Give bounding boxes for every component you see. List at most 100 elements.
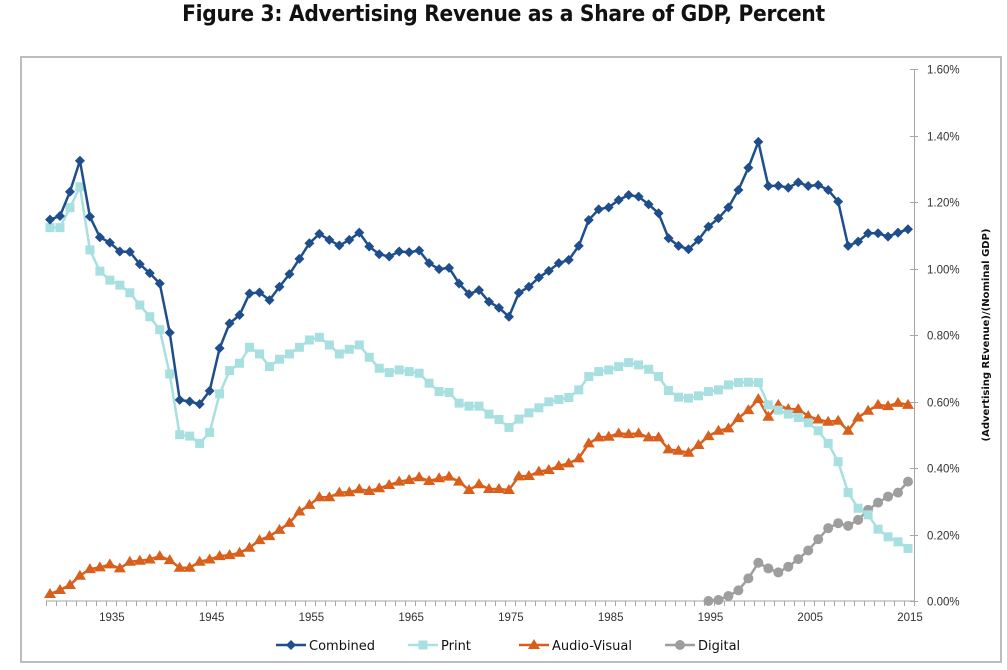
data-point-combined: [733, 185, 744, 196]
y-tick-label: 0.40%: [927, 464, 960, 476]
data-point-print: [384, 368, 394, 378]
data-point-combined: [74, 155, 85, 166]
data-point-audio-visual: [153, 550, 166, 561]
data-point-audio-visual: [273, 523, 286, 534]
x-tick-label: 1995: [698, 612, 724, 624]
data-point-print: [544, 397, 554, 407]
legend-label: Audio-Visual: [552, 639, 632, 654]
data-point-print: [75, 182, 85, 192]
data-point-audio-visual: [852, 411, 865, 422]
data-point-combined: [903, 224, 913, 235]
data-point-digital: [713, 595, 724, 606]
data-point-print: [664, 386, 674, 396]
x-tick-label: 2015: [897, 612, 923, 624]
data-point-audio-visual: [832, 414, 845, 425]
data-point-audio-visual: [373, 482, 386, 493]
data-point-audio-visual: [183, 561, 196, 572]
data-point-print: [464, 401, 474, 411]
data-point-combined: [474, 285, 484, 296]
data-point-audio-visual: [642, 431, 655, 442]
data-point-combined: [374, 249, 385, 260]
legend-item-audio-visual: Audio-Visual: [519, 639, 632, 654]
data-point-print: [584, 372, 594, 382]
data-point-print: [195, 438, 205, 448]
data-point-audio-visual: [123, 555, 136, 566]
data-point-combined: [493, 302, 504, 313]
data-point-print: [474, 401, 484, 411]
data-point-audio-visual: [692, 439, 705, 450]
data-point-audio-visual: [812, 413, 825, 424]
data-point-print: [135, 300, 145, 310]
series-combined: [45, 136, 913, 410]
data-point-print: [733, 378, 743, 388]
data-point-audio-visual: [383, 478, 396, 489]
data-point-audio-visual: [592, 431, 605, 442]
y-tick-label: 1.20%: [927, 198, 960, 210]
y-tick-label: 0.20%: [927, 531, 960, 543]
x-tick-label: 1935: [99, 612, 125, 624]
data-point-combined: [134, 259, 145, 270]
data-point-print: [155, 325, 165, 335]
data-point-combined: [503, 311, 514, 322]
data-point-audio-visual: [233, 546, 246, 557]
data-point-audio-visual: [44, 588, 56, 599]
data-point-print: [125, 288, 135, 298]
data-point-print: [594, 367, 604, 377]
data-point-audio-visual: [872, 398, 885, 409]
data-point-print: [414, 368, 424, 378]
data-point-combined: [144, 268, 155, 279]
data-point-audio-visual: [722, 422, 735, 433]
data-point-audio-visual: [842, 424, 855, 435]
data-point-combined: [384, 251, 395, 262]
data-point-print: [534, 403, 544, 413]
data-point-audio-visual: [532, 465, 545, 476]
y-tick-label: 1.60%: [927, 65, 960, 77]
y-tick-label: 1.00%: [927, 265, 960, 277]
data-point-print: [145, 312, 155, 322]
data-point-audio-visual: [702, 430, 715, 441]
data-point-print: [873, 524, 883, 534]
data-point-audio-visual: [193, 555, 206, 566]
data-point-print: [743, 377, 753, 387]
data-point-audio-visual: [552, 460, 565, 471]
data-point-combined: [623, 190, 634, 201]
data-point-print: [574, 385, 584, 395]
data-point-audio-visual: [902, 398, 914, 409]
data-point-audio-visual: [303, 498, 316, 509]
data-point-combined: [803, 181, 814, 192]
data-point-print: [504, 422, 514, 432]
data-point-audio-visual: [103, 558, 116, 569]
data-point-combined: [893, 227, 904, 238]
data-point-combined: [843, 240, 854, 251]
data-point-print: [793, 412, 803, 422]
data-point-print: [354, 340, 364, 350]
data-point-combined: [583, 214, 594, 225]
data-point-print: [484, 409, 494, 419]
data-point-print: [674, 392, 684, 402]
data-point-print: [853, 503, 863, 513]
data-point-audio-visual: [482, 482, 495, 493]
x-tick-label: 1975: [498, 612, 524, 624]
data-point-print: [374, 363, 384, 373]
data-point-audio-visual: [542, 463, 555, 474]
data-point-print: [185, 431, 195, 441]
data-point-combined: [114, 246, 125, 257]
chart-title: Figure 3: Advertising Revenue as a Share…: [182, 2, 825, 27]
data-point-print: [225, 366, 235, 376]
data-point-audio-visual: [83, 563, 96, 574]
data-point-audio-visual: [393, 475, 406, 486]
data-point-print: [514, 414, 524, 424]
data-point-print: [903, 543, 913, 553]
data-point-print: [45, 223, 55, 233]
data-point-audio-visual: [752, 393, 765, 404]
data-point-combined: [164, 327, 175, 338]
data-point-audio-visual: [293, 505, 306, 516]
data-point-combined: [314, 228, 325, 239]
data-point-audio-visual: [313, 491, 326, 502]
x-tick-label: 2005: [797, 612, 823, 624]
data-point-combined: [184, 396, 195, 407]
y-axis-label: (Advertising REvenue)/(Nominal GDP): [981, 229, 992, 442]
data-point-print: [454, 398, 464, 408]
data-point-audio-visual: [652, 431, 665, 442]
